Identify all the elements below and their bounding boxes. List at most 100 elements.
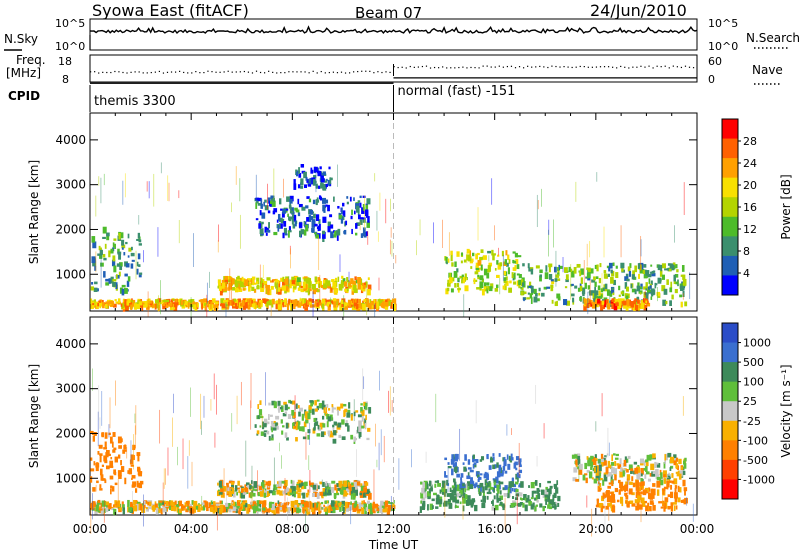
echo-cell bbox=[563, 267, 568, 273]
nave-point bbox=[458, 66, 460, 69]
echo-cell bbox=[117, 248, 120, 254]
echo-cell bbox=[112, 255, 116, 262]
echo-cell bbox=[544, 494, 549, 497]
echo-cell bbox=[308, 298, 312, 302]
nave-point bbox=[454, 67, 456, 69]
echo-cell bbox=[251, 492, 256, 497]
echo-cell bbox=[112, 303, 117, 308]
echo-cell bbox=[654, 462, 659, 465]
echo-cell bbox=[625, 458, 629, 463]
echo-cell bbox=[172, 298, 175, 302]
echo-cell bbox=[346, 279, 350, 283]
echo-cell bbox=[302, 302, 305, 309]
echo-cell bbox=[598, 277, 602, 284]
echo-cell bbox=[256, 281, 259, 284]
echo-cell bbox=[645, 459, 649, 463]
echo-cell bbox=[465, 494, 468, 497]
echo-cell bbox=[287, 491, 290, 496]
echo-cell bbox=[322, 481, 325, 487]
echo-cell bbox=[334, 505, 338, 508]
echo-cell bbox=[482, 486, 485, 493]
echo-cell bbox=[215, 503, 220, 506]
echo-cell bbox=[640, 497, 645, 504]
nave-point bbox=[259, 71, 262, 74]
echo-cell bbox=[299, 280, 301, 286]
echo-cell bbox=[102, 226, 107, 234]
freq-panel bbox=[89, 54, 698, 83]
echo-cell bbox=[284, 432, 288, 438]
echo-cell bbox=[291, 400, 296, 405]
echo-cell bbox=[595, 299, 597, 306]
echo-cell bbox=[486, 454, 489, 460]
echo-cell bbox=[361, 414, 364, 422]
echo-cell bbox=[111, 259, 116, 267]
echo-cell bbox=[610, 276, 614, 284]
echo-cell bbox=[177, 299, 182, 306]
echo-cell bbox=[344, 423, 349, 427]
nave-point bbox=[587, 66, 589, 68]
echo-cell bbox=[462, 277, 465, 284]
echo-cell bbox=[496, 493, 499, 500]
echo-cell bbox=[295, 423, 298, 431]
echo-cell bbox=[332, 298, 337, 302]
echo-cell bbox=[143, 500, 146, 505]
echo-cell bbox=[677, 497, 681, 503]
nave-point bbox=[417, 66, 419, 68]
echo-cell bbox=[667, 505, 672, 509]
echo-cell bbox=[502, 503, 505, 511]
echo-cell bbox=[98, 302, 104, 307]
echo-cell bbox=[496, 497, 499, 503]
echo-cell bbox=[154, 303, 157, 310]
echo-cell bbox=[288, 216, 291, 221]
echo-cell bbox=[574, 285, 578, 289]
echo-cell bbox=[309, 178, 312, 185]
echo-cell bbox=[556, 502, 560, 507]
nave-point bbox=[138, 71, 140, 73]
echo-cell bbox=[508, 485, 512, 488]
echo-cell bbox=[347, 425, 350, 432]
echo-cell bbox=[462, 498, 466, 504]
echo-cell bbox=[607, 496, 610, 501]
echo-cell bbox=[565, 279, 569, 283]
nave-point bbox=[166, 71, 169, 73]
echo-cell bbox=[548, 273, 553, 280]
echo-cell bbox=[358, 420, 362, 427]
echo-cell bbox=[141, 508, 146, 513]
echo-cell bbox=[641, 300, 644, 305]
echo-cell bbox=[533, 296, 538, 303]
echo-cell bbox=[611, 492, 614, 496]
echo-cell bbox=[463, 466, 467, 472]
echo-cell bbox=[676, 269, 679, 273]
echo-cell bbox=[454, 261, 457, 267]
echo-cell bbox=[308, 198, 312, 203]
echo-cell bbox=[244, 487, 249, 493]
echo-cell bbox=[296, 277, 301, 283]
echo-cell bbox=[201, 502, 206, 506]
nave-point bbox=[90, 71, 92, 73]
nave-point bbox=[486, 65, 488, 67]
echo-cell bbox=[247, 504, 251, 508]
echo-cell bbox=[464, 454, 467, 461]
echo-cell bbox=[321, 197, 327, 204]
echo-cell bbox=[624, 484, 628, 492]
echo-cell bbox=[315, 234, 319, 239]
echo-cell bbox=[170, 506, 174, 511]
echo-cell bbox=[321, 400, 325, 406]
echo-cell bbox=[297, 492, 301, 499]
echo-cell bbox=[105, 282, 110, 286]
echo-cell bbox=[233, 501, 237, 507]
echo-cell bbox=[359, 219, 363, 225]
echo-cell bbox=[351, 284, 354, 292]
echo-cell bbox=[127, 298, 131, 304]
echo-cell bbox=[595, 504, 600, 508]
echo-cell bbox=[276, 483, 279, 487]
echo-cell bbox=[187, 502, 190, 507]
echo-cell bbox=[259, 228, 264, 235]
echo-cell bbox=[677, 485, 680, 493]
x-tick-label: 20:00 bbox=[579, 522, 614, 536]
echo-cell bbox=[645, 489, 648, 494]
nave-point bbox=[506, 65, 509, 68]
echo-cell bbox=[358, 425, 362, 433]
nave-point bbox=[510, 65, 513, 67]
echo-cell bbox=[139, 303, 143, 306]
